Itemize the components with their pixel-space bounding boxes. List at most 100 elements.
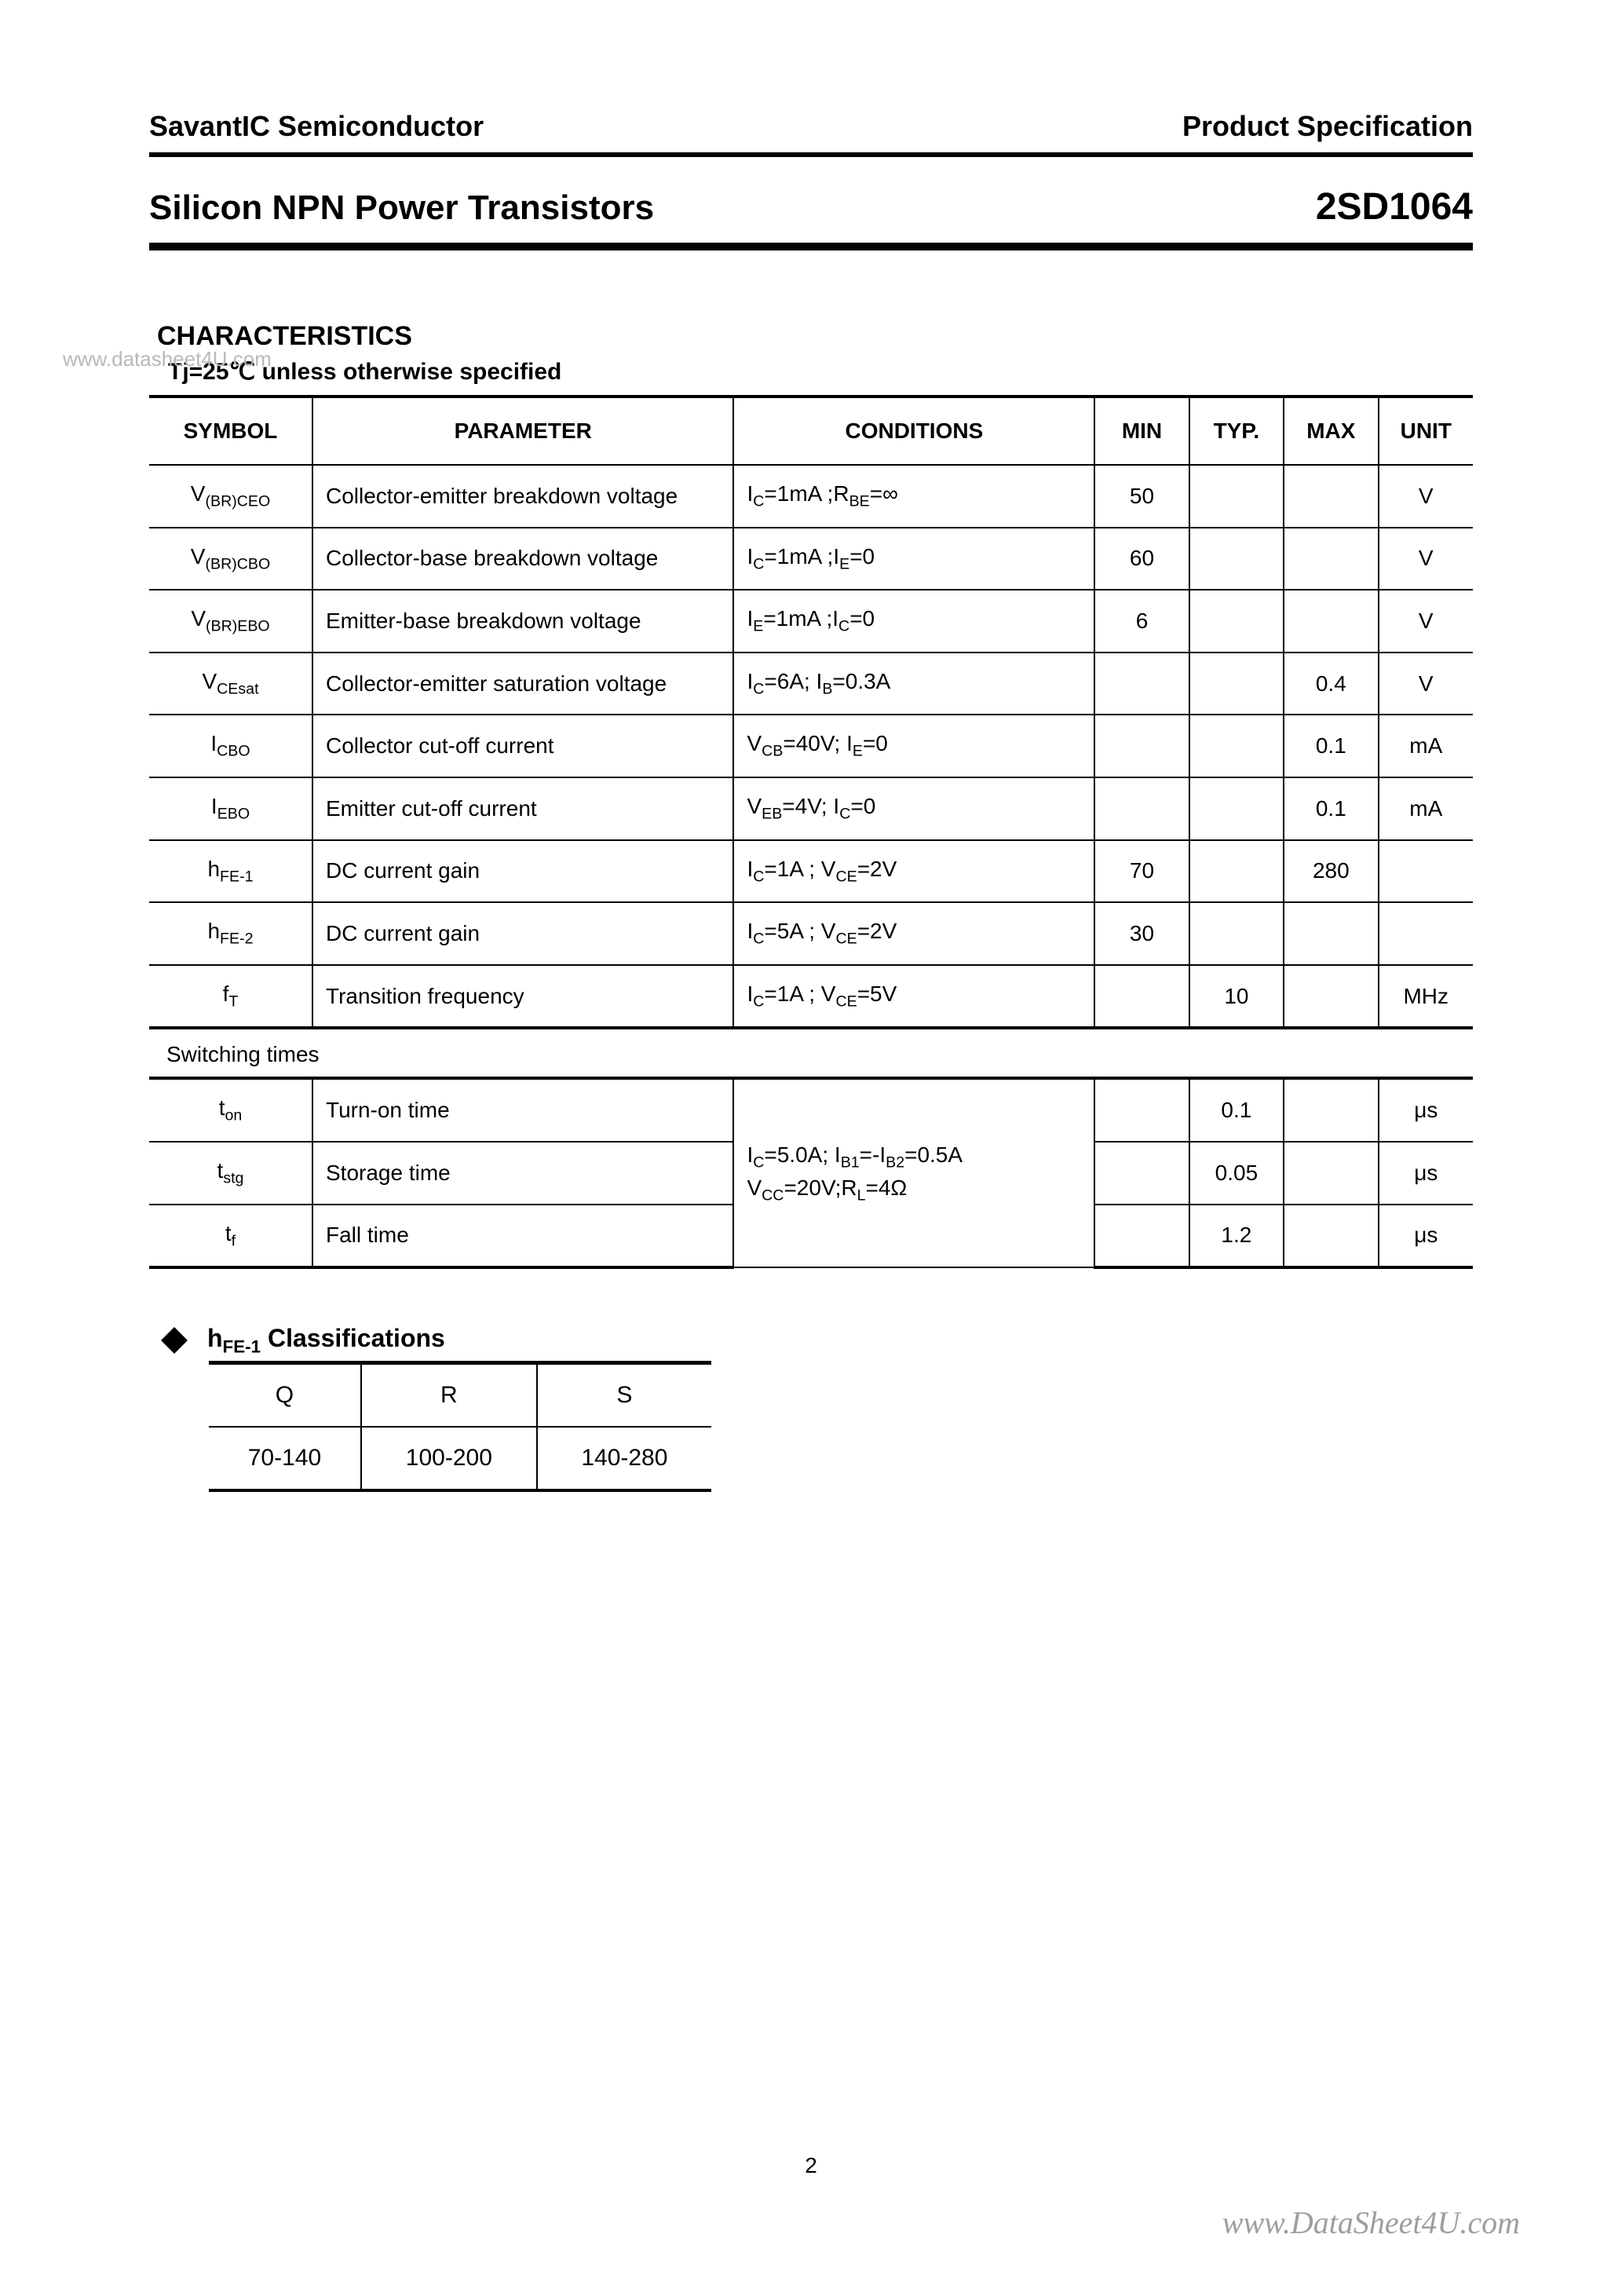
table-row: Q R S xyxy=(209,1364,711,1427)
cell-typ xyxy=(1189,653,1284,715)
company-name: SavantIC Semiconductor xyxy=(149,110,484,143)
table-row: tonTurn-on timeIC=5.0A; IB1=-IB2=0.5AVCC… xyxy=(149,1078,1473,1142)
cell-typ xyxy=(1189,465,1284,528)
cell-parameter: DC current gain xyxy=(312,840,733,903)
cell-max: 0.1 xyxy=(1284,777,1378,840)
class-value-q: 70-140 xyxy=(209,1427,361,1490)
cell-conditions: IC=1mA ;IE=0 xyxy=(733,528,1094,590)
cell-max: 280 xyxy=(1284,840,1378,903)
cell-min xyxy=(1094,1142,1189,1205)
cell-unit: μs xyxy=(1379,1078,1473,1142)
cell-typ xyxy=(1189,840,1284,903)
cell-symbol: hFE-2 xyxy=(149,902,312,965)
page-number: 2 xyxy=(0,2153,1622,2178)
top-header: SavantIC Semiconductor Product Specifica… xyxy=(149,110,1473,152)
cell-typ xyxy=(1189,777,1284,840)
cell-typ: 1.2 xyxy=(1189,1205,1284,1268)
product-family: Silicon NPN Power Transistors xyxy=(149,188,654,228)
cell-min xyxy=(1094,1205,1189,1268)
table-row: hFE-2DC current gainIC=5A ; VCE=2V30 xyxy=(149,902,1473,965)
cell-unit xyxy=(1379,840,1473,903)
table-row: ICBOCollector cut-off currentVCB=40V; IE… xyxy=(149,715,1473,777)
table-header-row: SYMBOL PARAMETER CONDITIONS MIN TYP. MAX… xyxy=(149,397,1473,465)
table-row: hFE-1DC current gainIC=1A ; VCE=2V70280 xyxy=(149,840,1473,903)
characteristics-subtitle: Tj=25℃ unless otherwise specified xyxy=(168,358,1473,386)
cell-typ: 10 xyxy=(1189,965,1284,1029)
cell-parameter: Turn-on time xyxy=(312,1078,733,1142)
cell-min xyxy=(1094,715,1189,777)
class-value-s: 140-280 xyxy=(537,1427,711,1490)
cell-conditions: IC=1A ; VCE=5V xyxy=(733,965,1094,1029)
cell-conditions: IC=5A ; VCE=2V xyxy=(733,902,1094,965)
table-row: VCEsatCollector-emitter saturation volta… xyxy=(149,653,1473,715)
cell-typ: 0.05 xyxy=(1189,1142,1284,1205)
cell-max xyxy=(1284,965,1378,1029)
datasheet-page: SavantIC Semiconductor Product Specifica… xyxy=(0,0,1622,2296)
col-conditions: CONDITIONS xyxy=(733,397,1094,465)
cell-min: 70 xyxy=(1094,840,1189,903)
cell-conditions: IC=6A; IB=0.3A xyxy=(733,653,1094,715)
cell-typ xyxy=(1189,528,1284,590)
classifications-header: hFE-1 Classifications xyxy=(165,1324,1473,1357)
cell-parameter: Collector cut-off current xyxy=(312,715,733,777)
switching-times-label: Switching times xyxy=(166,1042,1473,1067)
cell-max xyxy=(1284,528,1378,590)
classifications-title: hFE-1 Classifications xyxy=(207,1324,445,1357)
cell-max xyxy=(1284,1205,1378,1268)
table-row: V(BR)CBOCollector-base breakdown voltage… xyxy=(149,528,1473,590)
cell-unit: μs xyxy=(1379,1205,1473,1268)
cell-unit: MHz xyxy=(1379,965,1473,1029)
cell-max xyxy=(1284,465,1378,528)
cell-unit: V xyxy=(1379,590,1473,653)
part-number: 2SD1064 xyxy=(1316,185,1473,229)
cell-min: 30 xyxy=(1094,902,1189,965)
cell-symbol: tf xyxy=(149,1205,312,1268)
table-row: IEBOEmitter cut-off currentVEB=4V; IC=00… xyxy=(149,777,1473,840)
cell-parameter: Collector-base breakdown voltage xyxy=(312,528,733,590)
class-header-r: R xyxy=(361,1364,537,1427)
cell-unit: mA xyxy=(1379,777,1473,840)
cell-typ: 0.1 xyxy=(1189,1078,1284,1142)
rule-thin xyxy=(149,152,1473,157)
cell-conditions: VEB=4V; IC=0 xyxy=(733,777,1094,840)
cell-max xyxy=(1284,1078,1378,1142)
cell-conditions: IE=1mA ;IC=0 xyxy=(733,590,1094,653)
footer-watermark: www.DataSheet4U.com xyxy=(1222,2204,1520,2241)
cell-parameter: Storage time xyxy=(312,1142,733,1205)
cell-symbol: ton xyxy=(149,1078,312,1142)
cell-max xyxy=(1284,1142,1378,1205)
cell-min: 60 xyxy=(1094,528,1189,590)
table-row: V(BR)CEOCollector-emitter breakdown volt… xyxy=(149,465,1473,528)
cell-symbol: V(BR)EBO xyxy=(149,590,312,653)
cell-symbol: V(BR)CBO xyxy=(149,528,312,590)
cell-conditions: IC=5.0A; IB1=-IB2=0.5AVCC=20V;RL=4Ω xyxy=(733,1078,1094,1267)
cell-unit: mA xyxy=(1379,715,1473,777)
cell-min: 6 xyxy=(1094,590,1189,653)
class-value-r: 100-200 xyxy=(361,1427,537,1490)
cell-symbol: IEBO xyxy=(149,777,312,840)
cell-parameter: Fall time xyxy=(312,1205,733,1268)
mid-header: Silicon NPN Power Transistors 2SD1064 xyxy=(149,185,1473,243)
cell-max: 0.4 xyxy=(1284,653,1378,715)
rule-thick xyxy=(149,243,1473,250)
cell-symbol: tstg xyxy=(149,1142,312,1205)
table-row: fTTransition frequencyIC=1A ; VCE=5V10MH… xyxy=(149,965,1473,1029)
cell-conditions: IC=1A ; VCE=2V xyxy=(733,840,1094,903)
col-parameter: PARAMETER xyxy=(312,397,733,465)
cell-conditions: VCB=40V; IE=0 xyxy=(733,715,1094,777)
cell-min xyxy=(1094,653,1189,715)
cell-unit: V xyxy=(1379,465,1473,528)
class-header-q: Q xyxy=(209,1364,361,1427)
switching-table: tonTurn-on timeIC=5.0A; IB1=-IB2=0.5AVCC… xyxy=(149,1077,1473,1269)
cell-min xyxy=(1094,777,1189,840)
cell-parameter: Transition frequency xyxy=(312,965,733,1029)
cell-parameter: Collector-emitter saturation voltage xyxy=(312,653,733,715)
cell-parameter: DC current gain xyxy=(312,902,733,965)
classifications-table: Q R S 70-140 100-200 140-280 xyxy=(209,1363,711,1492)
col-max: MAX xyxy=(1284,397,1378,465)
class-header-s: S xyxy=(537,1364,711,1427)
diamond-icon xyxy=(161,1327,188,1354)
cell-min xyxy=(1094,965,1189,1029)
characteristics-title: CHARACTERISTICS xyxy=(157,321,1473,352)
cell-max xyxy=(1284,902,1378,965)
